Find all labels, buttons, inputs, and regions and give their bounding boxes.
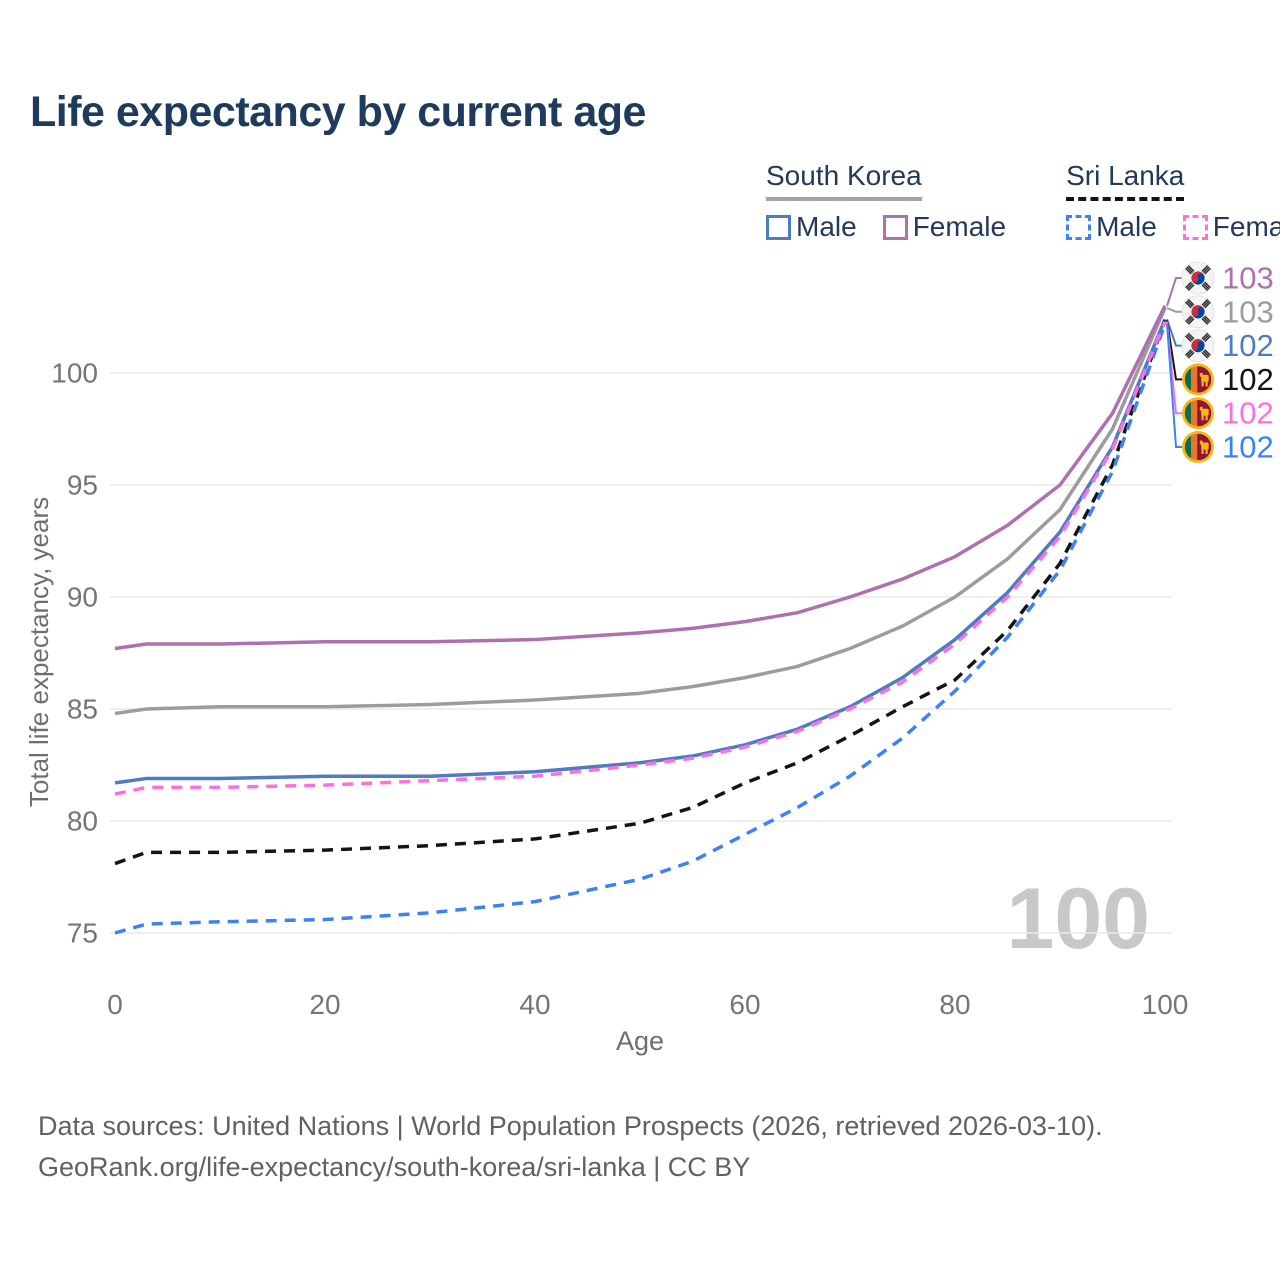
- legend-item-label: Female: [912, 211, 1007, 242]
- source-url-line: GeoRank.org/life-expectancy/south-korea/…: [38, 1152, 751, 1182]
- chart-legend: South Korea Male Female Sri Lanka Male: [766, 160, 1280, 243]
- y-tick-label: 85: [67, 694, 98, 725]
- end-label-leader: [1166, 323, 1182, 448]
- y-tick-label: 95: [67, 470, 98, 501]
- legend-item-sl-male: Male: [1066, 211, 1157, 243]
- x-tick-label: 60: [729, 989, 760, 1020]
- flag-lk-icon: [1182, 431, 1214, 463]
- x-tick-label: 20: [309, 989, 340, 1020]
- y-axis-title: Total life expectancy, years: [24, 497, 54, 807]
- end-label-leader: [1166, 320, 1182, 381]
- y-tick-label: 100: [51, 358, 98, 389]
- attribution-footer: Data sources: United Nations | World Pop…: [38, 1106, 1103, 1188]
- x-tick-label: 40: [519, 989, 550, 1020]
- x-axis-title: Age: [616, 1026, 664, 1056]
- series-line-sri-lanka-female: [114, 320, 1167, 796]
- flag-kr-icon: [1181, 295, 1215, 329]
- sl-male-swatch-icon: [1066, 214, 1092, 240]
- end-value-label: 102: [1222, 362, 1274, 397]
- flag-kr-glyph: [1181, 261, 1215, 295]
- flag-lk-glyph: [1182, 431, 1214, 463]
- flag-lk-icon: [1182, 397, 1214, 429]
- legend-item-sk-male: Male: [766, 211, 857, 243]
- flag-lk-glyph: [1182, 363, 1214, 395]
- page-title: Life expectancy by current age: [30, 88, 646, 136]
- sl-female-swatch-icon: [1182, 214, 1208, 240]
- y-tick-label: 90: [67, 582, 98, 613]
- end-value-label: 102: [1222, 396, 1274, 431]
- x-tick-label: 100: [1142, 989, 1189, 1020]
- flag-lk-icon: [1182, 363, 1214, 395]
- legend-group-sri-lanka: Sri Lanka Male Female: [1066, 160, 1280, 243]
- watermark-age: 100: [1007, 871, 1151, 967]
- flag-kr-glyph: [1181, 329, 1215, 363]
- flag-lk-glyph: [1182, 397, 1214, 429]
- legend-item-sk-female: Female: [882, 211, 1007, 243]
- end-label-leader: [1166, 277, 1182, 307]
- series-line-south-korea-male: [114, 318, 1167, 785]
- end-value-label: 103: [1222, 261, 1274, 296]
- end-value-label: 102: [1222, 328, 1274, 363]
- x-tick-label: 0: [107, 989, 123, 1020]
- x-tick-label: 80: [939, 989, 970, 1020]
- legend-country-label-south-korea: South Korea: [766, 160, 922, 201]
- legend-item-label: Female: [1212, 211, 1280, 242]
- series-line-sri-lanka-male: [114, 323, 1167, 935]
- flag-kr-icon: [1181, 261, 1215, 295]
- end-label-leader: [1166, 318, 1182, 347]
- data-sources-line: Data sources: United Nations | World Pop…: [38, 1111, 1103, 1141]
- end-label-leader: [1166, 307, 1182, 313]
- flag-kr-glyph: [1181, 295, 1215, 329]
- series-line-south-korea-total: [114, 307, 1167, 716]
- sk-female-swatch-icon: [882, 214, 908, 240]
- sk-male-swatch-icon: [766, 214, 791, 240]
- flag-kr-icon: [1181, 329, 1215, 363]
- legend-item-sl-female: Female: [1182, 211, 1280, 243]
- series-line-sri-lanka-total: [114, 319, 1167, 866]
- end-value-label: 102: [1222, 430, 1274, 465]
- series-line-south-korea-female: [114, 305, 1167, 651]
- legend-item-label: Male: [1096, 211, 1157, 242]
- legend-country-label-sri-lanka: Sri Lanka: [1066, 160, 1185, 201]
- end-value-label: 103: [1222, 294, 1274, 329]
- y-tick-label: 75: [67, 918, 98, 949]
- legend-item-label: Male: [796, 211, 857, 242]
- legend-group-south-korea: South Korea Male Female: [766, 160, 1006, 243]
- y-tick-label: 80: [67, 806, 98, 837]
